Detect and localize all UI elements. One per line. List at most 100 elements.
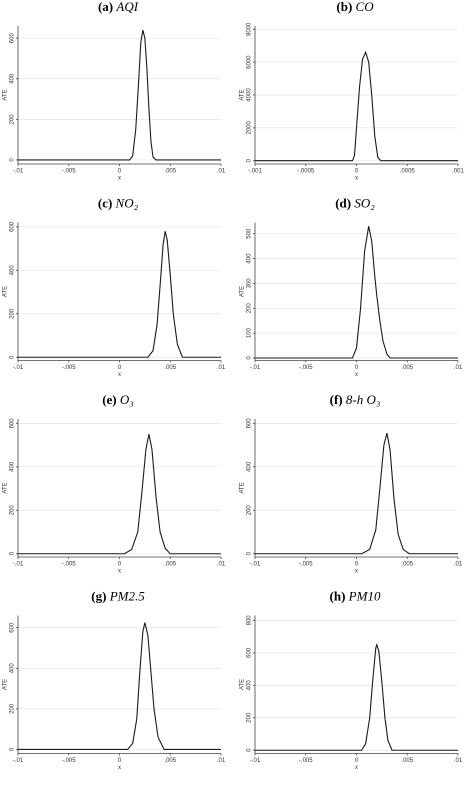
y-axis-label: ATE [240, 482, 246, 493]
y-tick-label: 100 [247, 327, 253, 338]
line [255, 432, 458, 555]
x-tick-label: -.01 [13, 758, 24, 764]
y-axis-label: ATE [240, 286, 246, 297]
y-axis-label: ATE [3, 679, 9, 690]
panel-label: (a) [98, 0, 113, 14]
y-tick-label: 300 [247, 278, 253, 289]
panel-name: SO₂ [354, 195, 375, 210]
x-tick-label: .0005 [400, 169, 416, 175]
x-axis-label: x [118, 372, 121, 378]
panel-title: (f) 8-h O₃ [330, 392, 381, 407]
y-tick-label: 600 [10, 418, 16, 429]
x-tick-label: -.005 [62, 562, 76, 568]
line [255, 50, 458, 162]
y-tick-label: 200 [10, 703, 16, 714]
x-tick-label: 0 [118, 169, 122, 175]
y-tick-label: 0 [10, 747, 16, 751]
y-tick-label: 0 [10, 355, 16, 359]
x-tick-label: -.001 [248, 169, 262, 175]
x-tick-label: .01 [454, 758, 463, 764]
panel: (h) PM10 0 200 400 600 800 -.01 -.005 0 .005 .01 x A… [240, 588, 463, 771]
x-tick-label: .005 [164, 365, 176, 371]
panel-name: AQI [115, 0, 138, 14]
x-tick-label: 0 [355, 562, 359, 568]
y-tick-label: 0 [10, 551, 16, 555]
panel-name: 8-h O₃ [346, 392, 381, 407]
x-tick-label: 0 [355, 169, 359, 175]
panel-title: (d) SO₂ [335, 195, 375, 210]
panel-name: O₃ [120, 392, 134, 407]
y-tick-label: 600 [247, 647, 253, 658]
x-tick-label: .005 [164, 169, 176, 175]
x-tick-label: .01 [217, 365, 226, 371]
y-axis-label: ATE [3, 482, 9, 493]
x-tick-label: .01 [454, 365, 463, 371]
line [255, 226, 458, 359]
y-axis-label: ATE [240, 89, 246, 100]
y-tick-label: 400 [247, 253, 253, 264]
y-tick-label: 600 [247, 418, 253, 429]
x-tick-label: 0 [355, 365, 359, 371]
y-tick-label: 0 [247, 356, 253, 360]
x-axis-label: x [118, 569, 121, 575]
panel: (a) AQI 0 200 400 600 -.01 -.005 0 .005 .01 x ATE [3, 0, 226, 182]
panel-label: (f) [330, 392, 343, 407]
panel-label: (e) [102, 392, 116, 407]
y-tick-label: 400 [247, 680, 253, 691]
x-tick-label: -.01 [250, 365, 261, 371]
panel-label: (h) [330, 588, 346, 603]
line [18, 29, 221, 161]
line [18, 434, 221, 555]
panel-label: (c) [98, 195, 112, 210]
y-tick-label: 200 [10, 114, 16, 125]
x-tick-label: .005 [164, 758, 176, 764]
y-tick-label: 200 [10, 308, 16, 319]
y-tick-label: 400 [10, 73, 16, 84]
x-tick-label: -.0005 [297, 169, 315, 175]
y-axis-label: ATE [3, 89, 9, 100]
x-tick-label: 0 [118, 562, 122, 568]
panel-label: (d) [335, 195, 351, 210]
y-tick-label: 400 [247, 461, 253, 472]
y-tick-label: 200 [247, 505, 253, 516]
x-tick-label: .01 [217, 758, 226, 764]
x-axis-label: x [355, 372, 358, 378]
panel-title: (e) O₃ [102, 392, 134, 407]
panel: (g) PM2.5 0 200 400 600 -.01 -.005 0 .005 .01 x ATE [3, 588, 226, 771]
x-tick-label: -.01 [250, 562, 261, 568]
panel-title: (b) CO [336, 0, 374, 14]
y-axis-label: ATE [240, 679, 246, 690]
y-tick-label: 0 [10, 158, 16, 162]
x-tick-label: .005 [401, 562, 413, 568]
panel: (f) 8-h O₃ 0 200 400 600 -.01 -.005 0 .005 .01 x AT… [240, 392, 463, 575]
y-axis-label: ATE [3, 286, 9, 297]
y-tick-label: 2000 [247, 121, 253, 135]
panel-name: PM2.5 [109, 588, 146, 603]
y-tick-label: 400 [10, 265, 16, 276]
panel-label: (b) [336, 0, 352, 14]
x-tick-label: -.005 [299, 758, 313, 764]
x-tick-label: -.005 [299, 562, 313, 568]
panel: (c) NO₂ 0 200 400 600 -.01 -.005 0 .005 .01 x ATE [3, 195, 226, 378]
y-tick-label: 600 [10, 622, 16, 633]
x-tick-label: -.005 [62, 365, 76, 371]
x-tick-label: .005 [164, 562, 176, 568]
y-tick-label: 0 [247, 158, 253, 162]
x-tick-label: -.01 [250, 758, 261, 764]
panel-title: (a) AQI [98, 0, 139, 14]
x-tick-label: .01 [454, 562, 463, 568]
x-axis-label: x [118, 765, 121, 771]
panel-title: (g) PM2.5 [91, 588, 145, 603]
x-axis-label: x [355, 569, 358, 575]
x-axis-label: x [355, 176, 358, 182]
x-tick-label: -.01 [13, 169, 24, 175]
panel: (b) CO 0 2000 4000 6000 8000 -.001 -.0005 0 .0005… [240, 0, 465, 182]
panel-title: (h) PM10 [330, 588, 381, 603]
y-tick-label: 0 [247, 748, 253, 752]
y-tick-label: 600 [10, 33, 16, 44]
line [18, 231, 221, 358]
y-tick-label: 500 [247, 228, 253, 239]
y-tick-label: 200 [247, 712, 253, 723]
y-tick-label: 4000 [247, 88, 253, 102]
panel-title: (c) NO₂ [98, 195, 139, 210]
